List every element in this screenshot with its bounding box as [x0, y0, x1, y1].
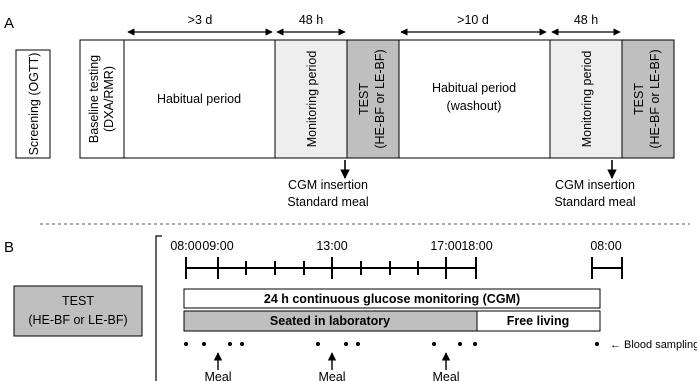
test-box-1: [346, 39, 400, 159]
test-label-1a: TEST: [357, 83, 371, 115]
test-b-label-2: (HE-BF or LE-BF): [28, 313, 127, 327]
blood-sample-dot: [316, 342, 320, 346]
baseline-box: [79, 39, 125, 159]
habitual-period-label-2a: Habitual period: [432, 81, 516, 95]
blood-sample-dot: [184, 342, 188, 346]
note-1b: Standard meal: [287, 195, 368, 209]
test-label-1b: (HE-BF or LE-BF): [373, 49, 387, 148]
panel-a-label: A: [4, 15, 14, 32]
duration-label-1: >3 d: [188, 13, 213, 27]
blood-sampling-arrow: ←: [610, 339, 621, 351]
time-label-1800: 18:00: [461, 239, 492, 253]
blood-sample-dot: [432, 342, 436, 346]
time-label-1300: 13:00: [316, 239, 347, 253]
blood-sampling-label: Blood sampling: [624, 339, 697, 351]
blood-sample-dot: [202, 342, 206, 346]
blood-sample-dot: [356, 342, 360, 346]
time-label-0900: 09:00: [202, 239, 233, 253]
monitoring-period-label-2: Monitoring period: [580, 51, 594, 148]
cgm-label: 24 h continuous glucose monitoring (CGM): [264, 292, 520, 306]
blood-sample-dot: [473, 342, 477, 346]
baseline-label-2: (DXA/RMR): [102, 66, 116, 132]
note-1a: CGM insertion: [288, 178, 368, 192]
panel-b-label: B: [4, 239, 14, 256]
monitoring-period-label-1: Monitoring period: [305, 51, 319, 148]
test-label-2a: TEST: [632, 83, 646, 115]
screening-box: [15, 49, 51, 159]
blood-sample-dot: [240, 342, 244, 346]
meal-label-1: Meal: [204, 370, 231, 381]
blood-sampling-dots: [184, 342, 599, 346]
habitual-period-box-2: [398, 39, 551, 159]
monitoring-period-box-1: [274, 39, 348, 159]
habitual-period-box-1: [123, 39, 276, 159]
meal-label-3: Meal: [432, 370, 459, 381]
baseline-label-1: Baseline testing: [87, 55, 101, 143]
time-label-0800: 08:00: [170, 239, 201, 253]
note-2a: CGM insertion: [555, 178, 635, 192]
bracket-line: [155, 235, 162, 381]
seated-label: Seated in laboratory: [270, 314, 390, 328]
timeline-ticks: [185, 257, 477, 279]
test-box-b: [13, 285, 143, 337]
note-2b: Standard meal: [554, 195, 635, 209]
blood-sample-dot: [344, 342, 348, 346]
meal-label-2: Meal: [318, 370, 345, 381]
test-b-label-1: TEST: [62, 294, 94, 308]
blood-sample-dot: [595, 342, 599, 346]
blood-sample-dot: [458, 342, 462, 346]
duration-label-3: >10 d: [457, 13, 489, 27]
test-box-2: [621, 39, 675, 159]
free-living-bar: [476, 310, 601, 332]
time-label-0800-next: 08:00: [590, 239, 621, 253]
duration-label-4: 48 h: [574, 13, 598, 27]
cgm-bar: [183, 288, 601, 309]
free-living-label: Free living: [507, 314, 570, 328]
screening-label: Screening (OGTT): [27, 53, 41, 156]
habitual-period-label-1: Habitual period: [157, 92, 241, 106]
test-label-2b: (HE-BF or LE-BF): [648, 49, 662, 148]
habitual-period-label-2b: (washout): [447, 99, 502, 113]
duration-label-2: 48 h: [299, 13, 323, 27]
time-label-1700: 17:00: [430, 239, 461, 253]
blood-sample-dot: [228, 342, 232, 346]
